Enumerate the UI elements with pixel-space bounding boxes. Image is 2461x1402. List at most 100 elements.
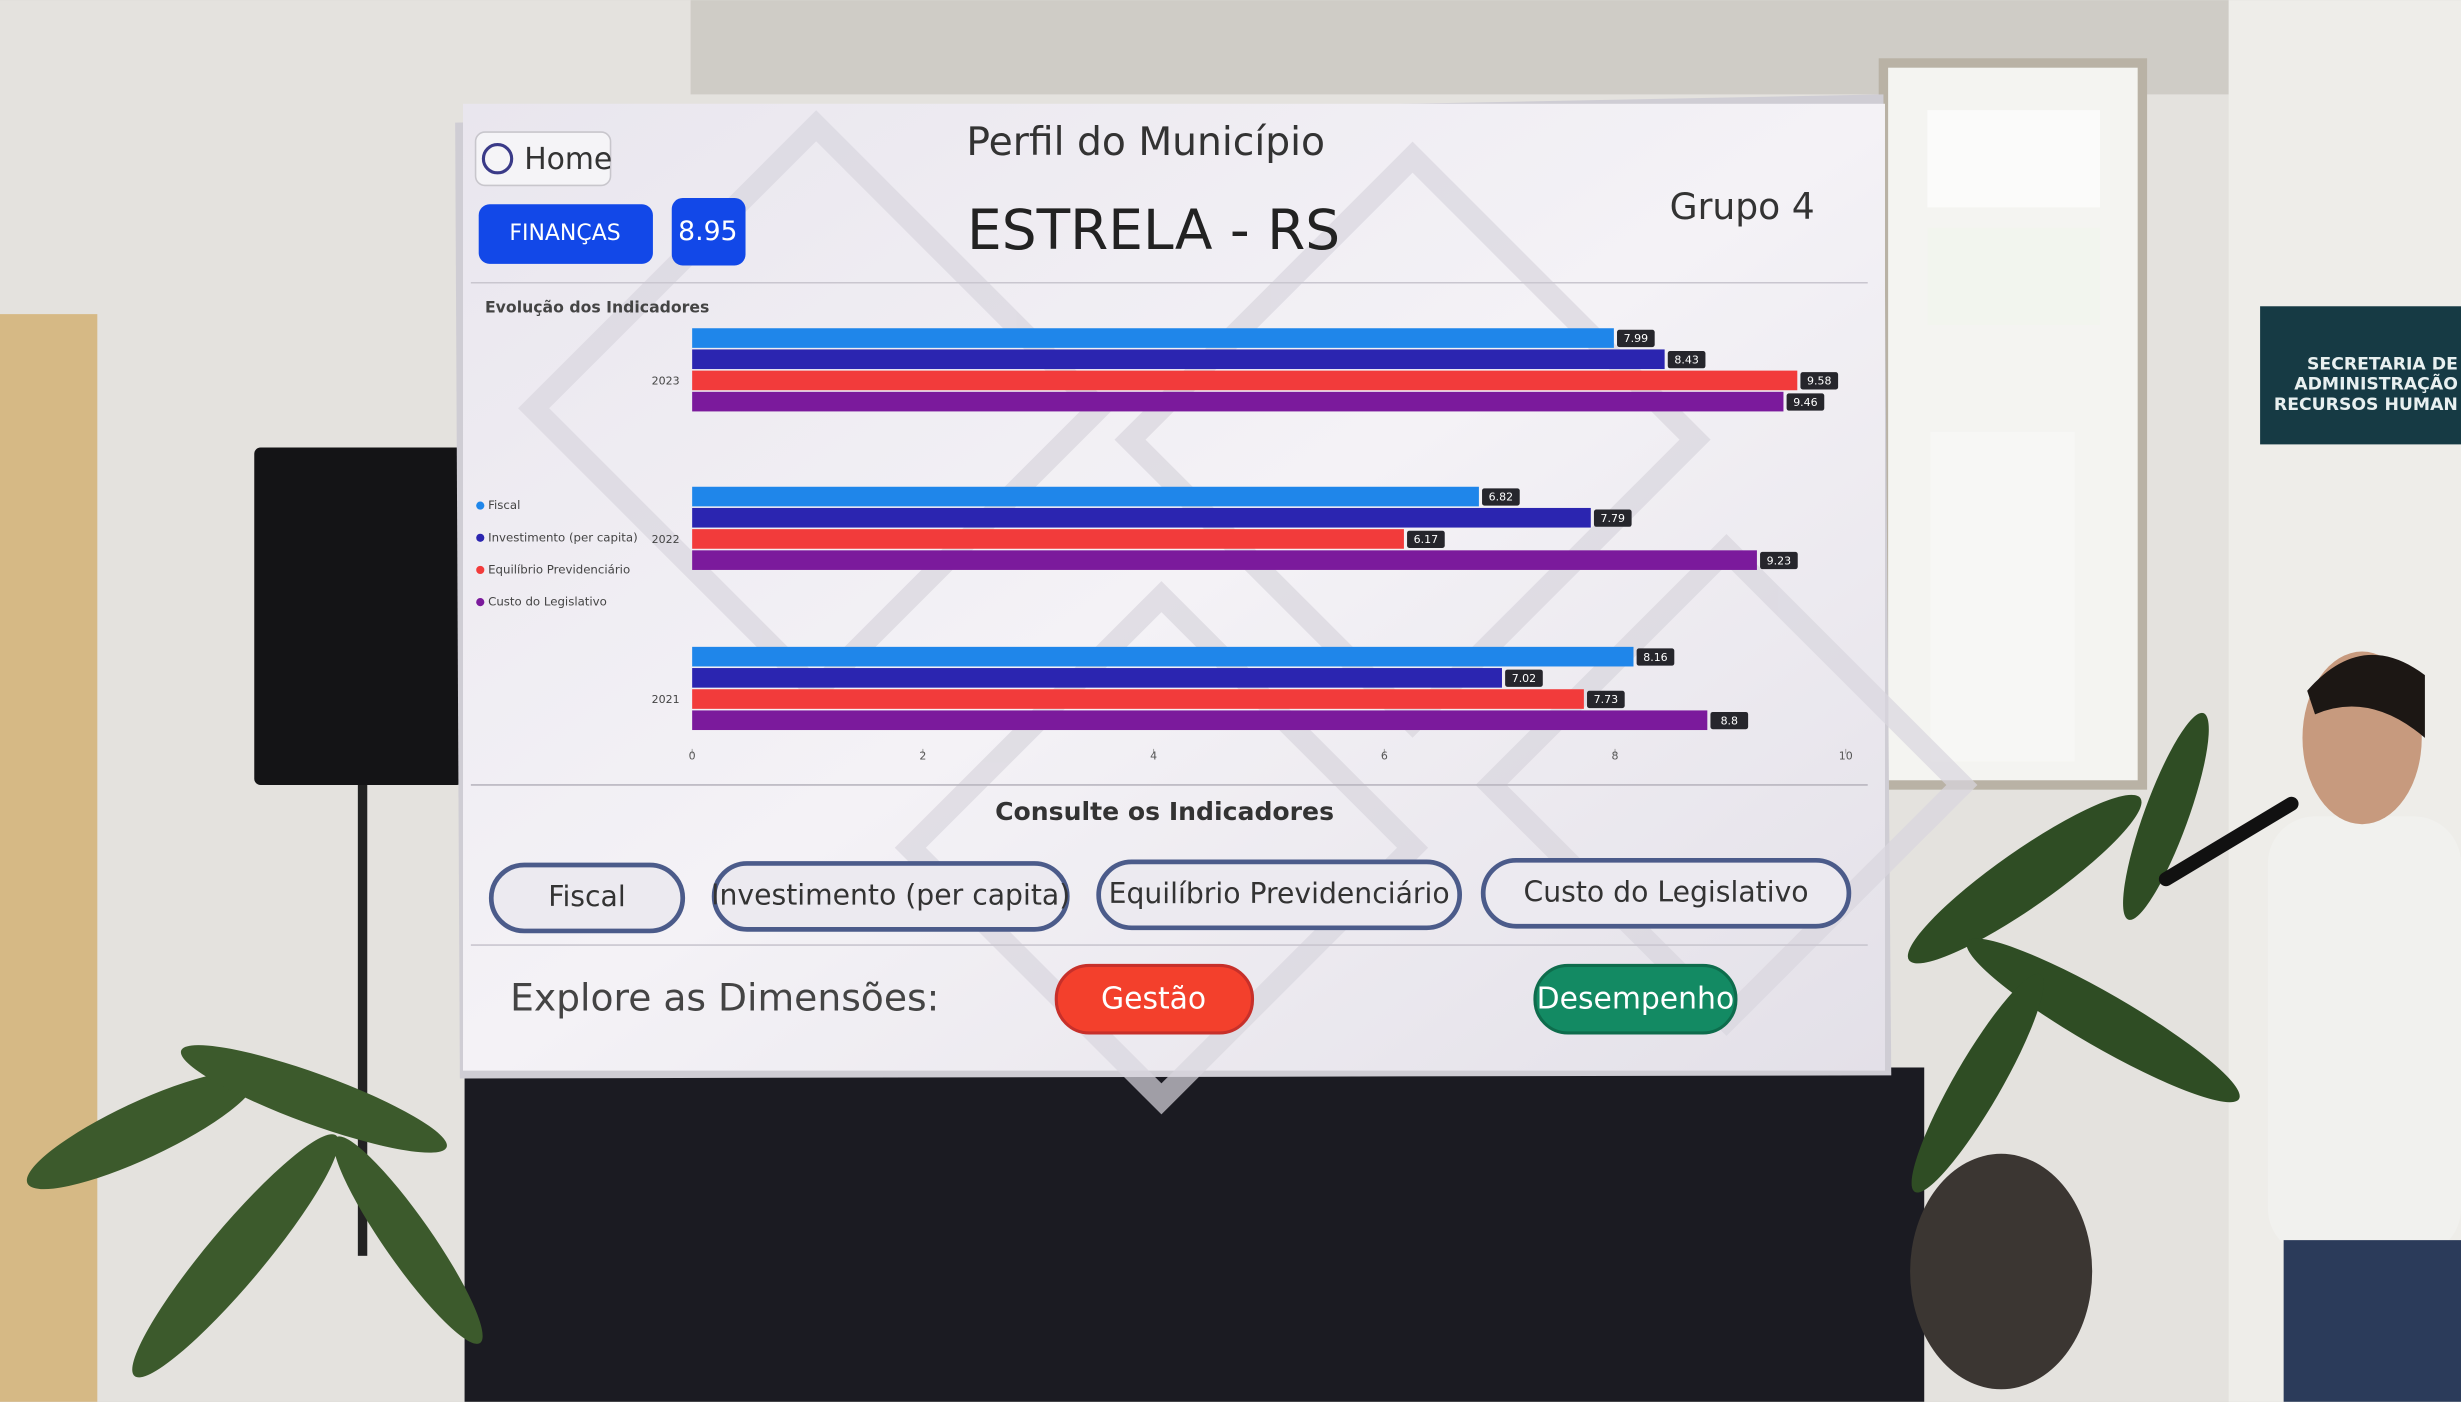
value-label: 7.79 xyxy=(1601,512,1625,525)
presenter-shirt xyxy=(2267,816,2461,1256)
page-title: Perfil do Município xyxy=(966,120,1325,165)
x-tick-label: 8 xyxy=(1612,750,1619,763)
leaf xyxy=(1911,973,2044,1193)
microphone xyxy=(2158,796,2299,887)
button-frame[interactable] xyxy=(1480,857,1852,929)
speaker xyxy=(254,447,464,785)
legend-label: Equilíbrio Previdenciário xyxy=(488,562,630,576)
bar xyxy=(692,391,1784,412)
value-label-box xyxy=(1587,690,1625,709)
value-label-box xyxy=(1667,350,1706,369)
button-frame[interactable] xyxy=(488,862,686,934)
legend-marker xyxy=(476,565,485,575)
leaf xyxy=(1907,794,2142,964)
bar xyxy=(692,689,1584,709)
y-tick-label: 2022 xyxy=(652,533,680,546)
button-frame[interactable] xyxy=(1096,859,1463,931)
button-frame[interactable] xyxy=(474,131,612,187)
value-label-box xyxy=(1617,329,1655,348)
dimension-label[interactable]: FINANÇAS xyxy=(509,221,620,246)
x-tick-label: 0 xyxy=(689,750,696,763)
value-label: 6.17 xyxy=(1414,533,1438,546)
window-pane xyxy=(1930,431,2075,762)
stage-cloth xyxy=(464,1067,1925,1402)
indicator-button[interactable]: Investimento (per capita) xyxy=(711,861,1070,932)
leaf xyxy=(132,1134,339,1378)
value-label: 9.23 xyxy=(1767,554,1791,567)
bar xyxy=(692,646,1634,667)
value-label-box xyxy=(1800,372,1839,390)
button-label[interactable]: Gestão xyxy=(1101,981,1206,1016)
bar xyxy=(692,370,1798,391)
x-tick-label: 6 xyxy=(1381,750,1388,763)
button-label[interactable]: Desempenho xyxy=(1537,981,1735,1016)
explore-label: Explore as Dimensões: xyxy=(510,975,939,1019)
group: Grupo 4 xyxy=(1670,186,1815,228)
y-tick-label: 2021 xyxy=(652,693,680,706)
leaf xyxy=(26,1071,256,1190)
x-tick-label: 2 xyxy=(919,750,926,763)
value-label: 8.43 xyxy=(1674,353,1698,366)
value-label: 7.73 xyxy=(1594,693,1618,706)
presenter-jeans xyxy=(2283,1240,2461,1402)
button-frame[interactable] xyxy=(711,861,1070,932)
home-icon[interactable] xyxy=(481,143,514,175)
gestao-button[interactable]: Gestão xyxy=(1054,963,1255,1035)
home-label[interactable]: Home xyxy=(524,142,612,177)
indicator-button[interactable]: Custo do Legislativo xyxy=(1480,857,1852,929)
value-label: 6.82 xyxy=(1489,491,1513,504)
bar xyxy=(692,349,1665,370)
value-label: 7.02 xyxy=(1512,672,1536,685)
window-pane xyxy=(1927,110,2101,208)
value-label-box xyxy=(1786,393,1825,411)
value-label: 9.58 xyxy=(1807,375,1831,388)
bar xyxy=(692,507,1591,528)
value-label: 9.46 xyxy=(1793,396,1817,409)
doorway xyxy=(0,314,98,1402)
legend-label: Investimento (per capita) xyxy=(488,530,638,544)
desempenho-button[interactable]: Desempenho xyxy=(1533,963,1738,1035)
leaf xyxy=(333,1136,483,1344)
value-label-box xyxy=(1593,509,1632,527)
bar xyxy=(692,668,1502,688)
plant-right xyxy=(1907,712,2240,1193)
button-label[interactable]: Custo do Legislativo xyxy=(1523,875,1808,908)
value-label-box xyxy=(1505,669,1543,687)
presenter-hair xyxy=(2307,654,2425,738)
leaf xyxy=(180,1045,447,1153)
button-frame[interactable] xyxy=(478,204,653,264)
chart: Evolução dos Indicadores 0 2 4 6 8 10 2023 7.99 8… xyxy=(476,297,1853,763)
button-label[interactable]: Equilíbrio Previdenciário xyxy=(1109,877,1450,910)
value-label: 8.8 xyxy=(1721,714,1738,727)
window-pane xyxy=(1927,227,2101,326)
bar xyxy=(692,529,1404,549)
button-label[interactable]: Investimento (per capita) xyxy=(711,878,1070,911)
score: 8.95 xyxy=(678,216,737,247)
sign-text: SECRETARIA DE xyxy=(2307,354,2458,374)
button-label[interactable]: Fiscal xyxy=(548,880,625,913)
bar xyxy=(692,486,1479,507)
sign-text: RECURSOS HUMAN xyxy=(2274,395,2458,415)
button-frame[interactable] xyxy=(1054,963,1255,1035)
legend-marker xyxy=(476,598,485,607)
bar xyxy=(692,550,1757,570)
bar xyxy=(692,710,1708,731)
home-button[interactable]: Home xyxy=(474,131,613,187)
value-label-box xyxy=(1710,711,1749,730)
value-label: 8.16 xyxy=(1643,651,1667,664)
value-label: 7.99 xyxy=(1624,332,1648,345)
legend-marker xyxy=(476,533,485,542)
municipality: ESTRELA - RS xyxy=(967,198,1340,262)
indicator-button[interactable]: Fiscal xyxy=(488,862,686,934)
indicator-button[interactable]: Equilíbrio Previdenciário xyxy=(1096,859,1463,931)
legend-label: Fiscal xyxy=(488,498,520,512)
sign-board xyxy=(2260,306,2461,445)
consult-title: Consulte os Indicadores xyxy=(995,797,1334,826)
button-frame[interactable] xyxy=(1533,963,1738,1035)
audience-head xyxy=(1910,1153,2093,1390)
plant-left xyxy=(26,1045,483,1378)
dimension-button[interactable]: FINANÇAS xyxy=(478,204,653,264)
x-tick-label: 4 xyxy=(1150,750,1157,763)
